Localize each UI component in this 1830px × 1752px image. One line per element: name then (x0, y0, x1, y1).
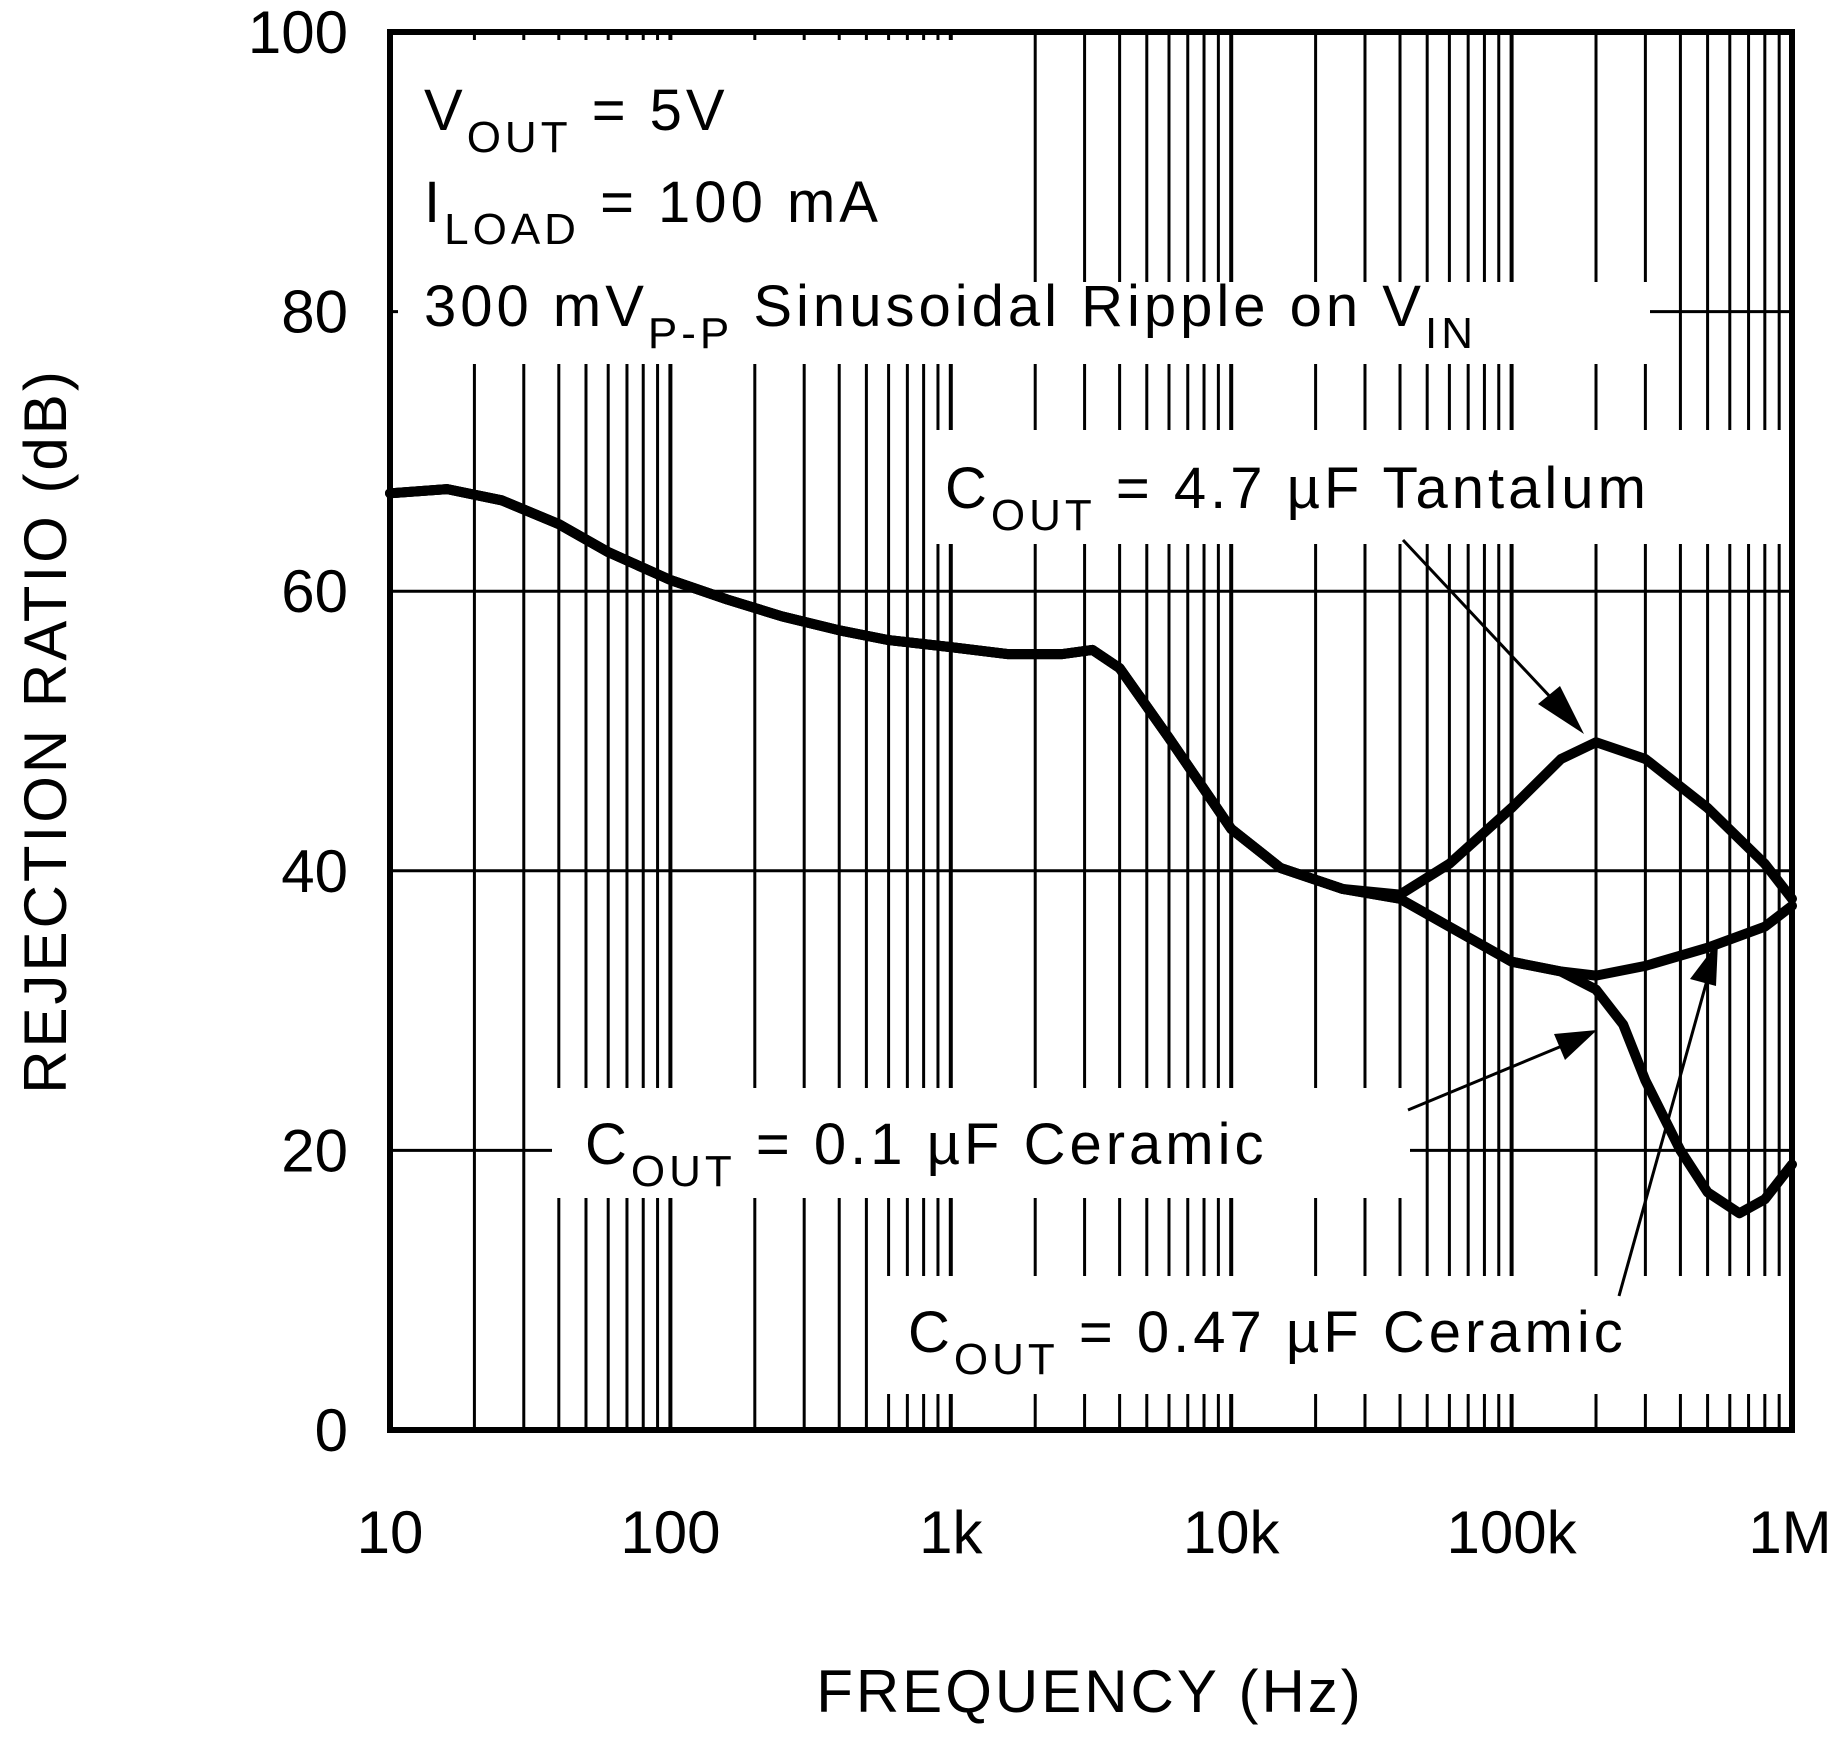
label-ceramic-047-rest: = 0.47 µF Ceramic (1059, 1300, 1627, 1365)
y-tick-label-0: 0 (315, 1397, 348, 1464)
x-tick-label-1M: 1M (1748, 1499, 1830, 1566)
arrow-ceramic-047 (1617, 965, 1713, 1297)
series-line-2 (385, 484, 1797, 1219)
vout-symbol: V (424, 78, 467, 143)
y-tick-label-60: 60 (281, 558, 348, 625)
annotation-bg-3 (552, 1088, 1410, 1198)
arrowhead-tantalum (1538, 686, 1584, 734)
iload-subscript: LOAD (444, 205, 580, 254)
plot-frame (387, 29, 1795, 1433)
label-ceramic-01: COUT = 0.1 µF Ceramic (585, 1112, 1268, 1196)
arrowhead-ceramic-01 (1554, 1030, 1597, 1060)
label-tantalum-sub: OUT (991, 491, 1096, 540)
label-ceramic-047-sub: OUT (954, 1335, 1059, 1384)
label-ceramic-01-c: C (585, 1112, 631, 1177)
x-tick-label-10k: 10k (1183, 1499, 1281, 1566)
x-axis-title: FREQUENCY (Hz) (816, 1658, 1364, 1725)
y-tick-labels: 0 20 40 60 80 100 (248, 0, 348, 1464)
y-tick-label-100: 100 (248, 0, 348, 66)
label-ceramic-047: COUT = 0.47 µF Ceramic (908, 1300, 1627, 1384)
y-tick-label-20: 20 (281, 1117, 348, 1184)
ripple-prefix: 300 mV (424, 274, 648, 339)
x-tick-labels: 10 100 1k 10k 100k 1M (357, 1499, 1830, 1566)
ripple-text: Sinusoidal Ripple on V (733, 274, 1425, 339)
annotation-vout: VOUT = 5V (424, 78, 729, 162)
arrow-ceramic-01 (1407, 1039, 1575, 1112)
annotation-bg-0 (398, 40, 963, 322)
label-tantalum-c: C (945, 456, 991, 521)
label-tantalum-rest: = 4.7 µF Tantalum (1096, 456, 1650, 521)
x-tick-label-1k: 1k (919, 1499, 983, 1566)
vout-subscript: OUT (467, 113, 572, 162)
vout-value: = 5V (572, 78, 729, 143)
annotation-ripple: 300 mVP-P Sinusoidal Ripple on VIN (424, 274, 1477, 358)
data-series (385, 484, 1797, 1219)
ripple-subscript-pp: P-P (648, 309, 733, 358)
annotation-bg-4 (880, 1276, 1782, 1394)
x-tick-label-10: 10 (357, 1499, 424, 1566)
y-tick-label-80: 80 (281, 279, 348, 346)
label-ceramic-047-c: C (908, 1300, 954, 1365)
iload-value: = 100 mA (580, 170, 882, 235)
x-tick-label-100k: 100k (1447, 1499, 1578, 1566)
annotation-backgrounds (398, 40, 1782, 1394)
annotation-iload: ILOAD = 100 mA (424, 170, 882, 254)
x-tick-label-100: 100 (620, 1499, 720, 1566)
label-tantalum: COUT = 4.7 µF Tantalum (945, 456, 1650, 540)
iload-symbol: I (424, 170, 444, 235)
annotation-bg-1 (398, 282, 1650, 364)
arrowhead-ceramic-047 (1690, 942, 1718, 986)
arrow-tantalum (1401, 538, 1572, 720)
label-ceramic-01-sub: OUT (631, 1147, 736, 1196)
y-axis-title: REJECTION RATIO (dB) (12, 368, 79, 1094)
ripple-subscript-in: IN (1425, 309, 1477, 358)
label-ceramic-01-rest: = 0.1 µF Ceramic (736, 1112, 1268, 1177)
annotation-bg-2 (932, 430, 1782, 544)
y-tick-label-40: 40 (281, 838, 348, 905)
